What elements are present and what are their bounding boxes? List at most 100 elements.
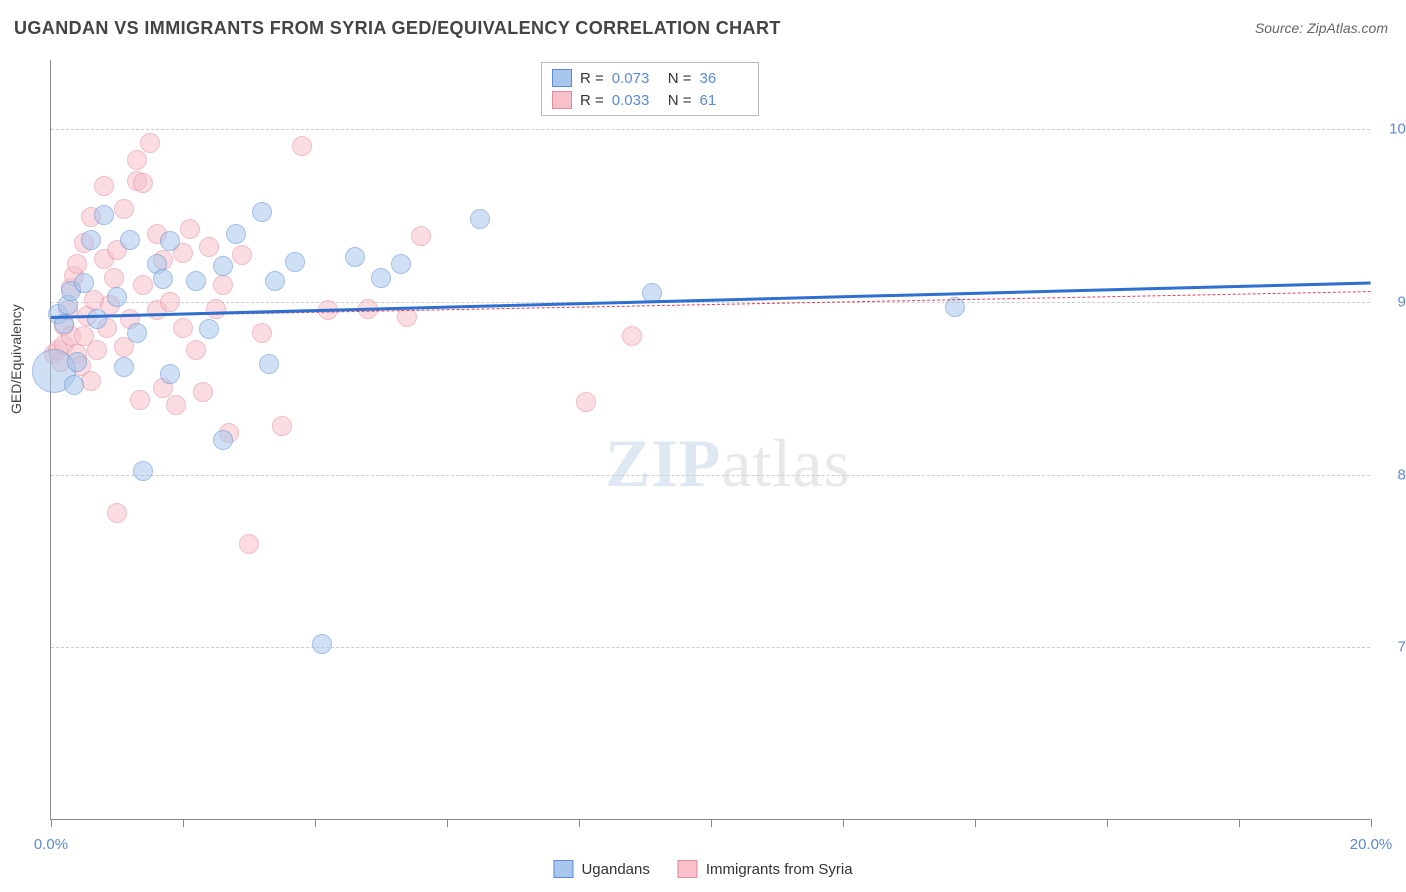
swatch-syria xyxy=(678,860,698,878)
data-point-ugandans xyxy=(186,271,206,291)
data-point-syria xyxy=(133,173,153,193)
data-point-ugandans xyxy=(120,230,140,250)
data-point-syria xyxy=(67,254,87,274)
data-point-syria xyxy=(193,382,213,402)
legend-label-ugandans: Ugandans xyxy=(581,861,649,878)
y-tick-label: 100.0% xyxy=(1380,121,1406,138)
data-point-syria xyxy=(239,534,259,554)
data-point-syria xyxy=(130,390,150,410)
data-point-ugandans xyxy=(74,273,94,293)
data-point-ugandans xyxy=(345,247,365,267)
data-point-ugandans xyxy=(81,230,101,250)
watermark-bold: ZIP xyxy=(605,425,721,501)
data-point-ugandans xyxy=(64,375,84,395)
swatch-syria xyxy=(552,91,572,109)
data-point-syria xyxy=(166,395,186,415)
chart-container: UGANDAN VS IMMIGRANTS FROM SYRIA GED/EQU… xyxy=(0,0,1406,892)
source-attribution: Source: ZipAtlas.com xyxy=(1255,20,1388,36)
data-point-ugandans xyxy=(160,364,180,384)
data-point-syria xyxy=(622,326,642,346)
x-tick xyxy=(975,819,976,827)
data-point-ugandans xyxy=(226,224,246,244)
x-tick xyxy=(579,819,580,827)
data-point-ugandans xyxy=(153,269,173,289)
stats-row-ugandans: R = 0.073 N = 36 xyxy=(552,67,748,89)
data-point-syria xyxy=(87,340,107,360)
legend-item-syria: Immigrants from Syria xyxy=(678,860,853,878)
r-value-syria: 0.033 xyxy=(612,92,660,109)
r-value-ugandans: 0.073 xyxy=(612,70,660,87)
x-tick xyxy=(1371,819,1372,827)
data-point-ugandans xyxy=(94,205,114,225)
legend-item-ugandans: Ugandans xyxy=(553,860,649,878)
watermark: ZIPatlas xyxy=(605,424,851,503)
data-point-syria xyxy=(411,226,431,246)
x-tick xyxy=(447,819,448,827)
data-point-ugandans xyxy=(285,252,305,272)
data-point-syria xyxy=(127,150,147,170)
data-point-ugandans xyxy=(252,202,272,222)
x-tick xyxy=(51,819,52,827)
data-point-syria xyxy=(173,318,193,338)
y-tick-label: 80.0% xyxy=(1380,466,1406,483)
data-point-ugandans xyxy=(259,354,279,374)
x-tick xyxy=(315,819,316,827)
data-point-ugandans xyxy=(213,256,233,276)
legend-label-syria: Immigrants from Syria xyxy=(706,861,853,878)
y-tick-label: 90.0% xyxy=(1380,293,1406,310)
data-point-ugandans xyxy=(133,461,153,481)
n-value-ugandans: 36 xyxy=(700,70,748,87)
data-point-syria xyxy=(232,245,252,265)
data-point-ugandans xyxy=(371,268,391,288)
chart-title: UGANDAN VS IMMIGRANTS FROM SYRIA GED/EQU… xyxy=(14,18,781,39)
data-point-syria xyxy=(133,275,153,295)
grid-line xyxy=(51,129,1370,130)
data-point-syria xyxy=(576,392,596,412)
bottom-legend: Ugandans Immigrants from Syria xyxy=(553,860,852,878)
data-point-ugandans xyxy=(199,319,219,339)
x-tick-label: 20.0% xyxy=(1350,836,1393,853)
stats-row-syria: R = 0.033 N = 61 xyxy=(552,89,748,111)
trend-line-ugandans xyxy=(51,281,1371,319)
watermark-light: atlas xyxy=(721,425,851,501)
data-point-syria xyxy=(186,340,206,360)
data-point-syria xyxy=(292,136,312,156)
n-label: N = xyxy=(668,92,692,109)
data-point-syria xyxy=(107,503,127,523)
n-value-syria: 61 xyxy=(700,92,748,109)
x-tick xyxy=(843,819,844,827)
x-tick xyxy=(1107,819,1108,827)
data-point-syria xyxy=(213,275,233,295)
n-label: N = xyxy=(668,70,692,87)
data-point-ugandans xyxy=(312,634,332,654)
r-label: R = xyxy=(580,92,604,109)
swatch-ugandans xyxy=(553,860,573,878)
data-point-ugandans xyxy=(67,352,87,372)
data-point-syria xyxy=(94,176,114,196)
data-point-ugandans xyxy=(470,209,490,229)
data-point-ugandans xyxy=(127,323,147,343)
stats-legend: R = 0.073 N = 36 R = 0.033 N = 61 xyxy=(541,62,759,116)
data-point-syria xyxy=(180,219,200,239)
data-point-ugandans xyxy=(160,231,180,251)
grid-line xyxy=(51,475,1370,476)
data-point-ugandans xyxy=(213,430,233,450)
data-point-ugandans xyxy=(391,254,411,274)
data-point-syria xyxy=(160,292,180,312)
data-point-syria xyxy=(206,299,226,319)
y-tick-label: 70.0% xyxy=(1380,639,1406,656)
data-point-syria xyxy=(252,323,272,343)
data-point-ugandans xyxy=(107,287,127,307)
x-tick xyxy=(1239,819,1240,827)
data-point-syria xyxy=(114,199,134,219)
x-tick xyxy=(183,819,184,827)
data-point-syria xyxy=(104,268,124,288)
data-point-syria xyxy=(140,133,160,153)
data-point-ugandans xyxy=(87,309,107,329)
trend-line-syria xyxy=(51,291,1371,318)
swatch-ugandans xyxy=(552,69,572,87)
grid-line xyxy=(51,647,1370,648)
data-point-ugandans xyxy=(265,271,285,291)
data-point-syria xyxy=(199,237,219,257)
plot-area: R = 0.073 N = 36 R = 0.033 N = 61 ZIPatl… xyxy=(50,60,1370,820)
